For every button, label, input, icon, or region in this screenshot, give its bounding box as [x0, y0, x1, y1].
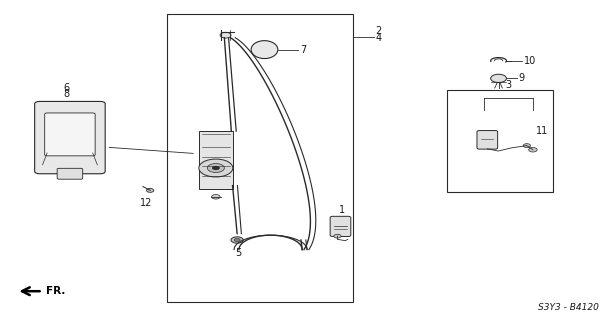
Text: 2: 2: [376, 26, 382, 36]
Circle shape: [199, 159, 233, 177]
Text: 3: 3: [505, 80, 512, 90]
Circle shape: [220, 32, 231, 38]
Circle shape: [231, 237, 243, 243]
Text: FR.: FR.: [46, 286, 65, 296]
Bar: [447, 90, 553, 192]
Bar: [167, 14, 353, 302]
Text: 5: 5: [235, 248, 241, 258]
Circle shape: [212, 195, 220, 199]
FancyBboxPatch shape: [35, 101, 105, 174]
FancyBboxPatch shape: [57, 168, 83, 179]
Circle shape: [523, 144, 530, 148]
FancyBboxPatch shape: [477, 131, 497, 149]
Bar: [199, 131, 232, 189]
Circle shape: [234, 238, 240, 242]
Text: 6: 6: [64, 83, 70, 93]
FancyBboxPatch shape: [44, 113, 95, 156]
Circle shape: [491, 74, 506, 83]
FancyBboxPatch shape: [330, 216, 351, 236]
Text: 9: 9: [519, 73, 525, 84]
Circle shape: [207, 164, 224, 172]
Text: 4: 4: [376, 33, 382, 44]
Circle shape: [212, 166, 219, 170]
Circle shape: [334, 234, 341, 238]
Text: 11: 11: [536, 126, 548, 136]
Text: 10: 10: [523, 56, 536, 66]
Ellipse shape: [251, 41, 278, 59]
Text: 1: 1: [339, 205, 345, 215]
Circle shape: [147, 188, 154, 192]
Text: 12: 12: [140, 198, 152, 208]
Circle shape: [528, 148, 537, 152]
Text: 7: 7: [300, 44, 306, 55]
Text: 8: 8: [64, 89, 70, 99]
Text: S3Y3 - B4120: S3Y3 - B4120: [538, 303, 599, 312]
